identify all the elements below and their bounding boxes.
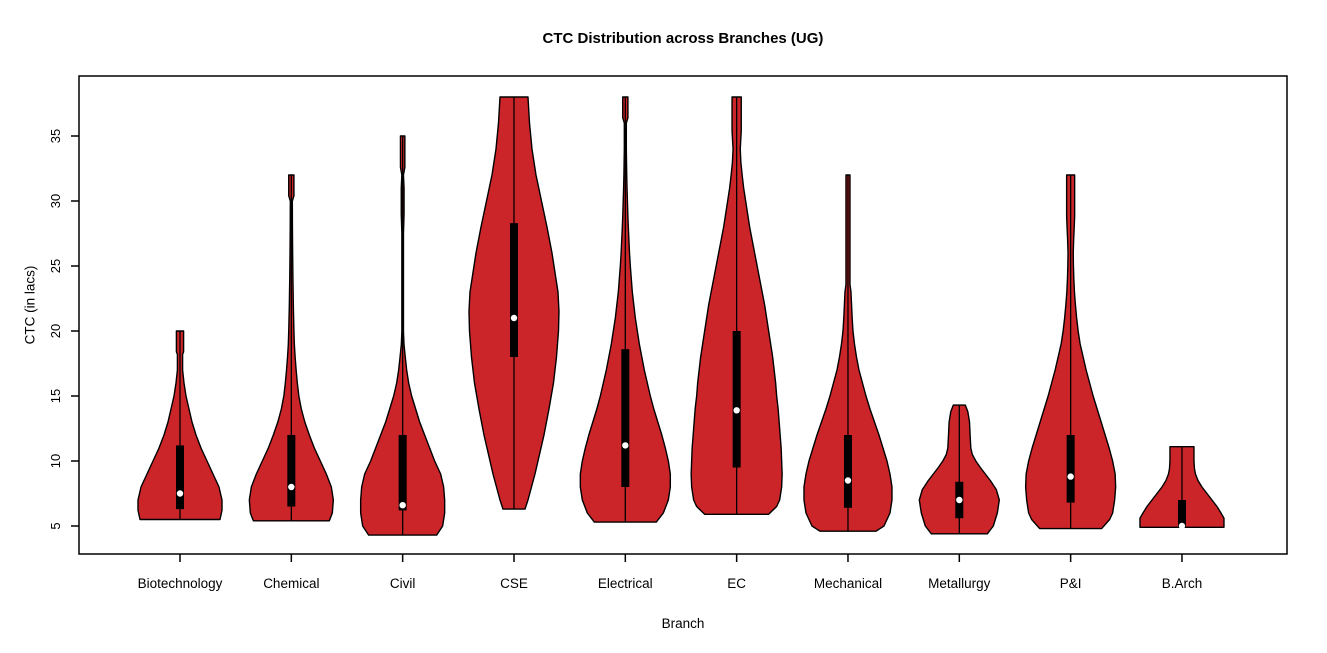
iqr-box-Civil (398, 435, 407, 511)
y-tick-label: 20 (48, 324, 63, 338)
median-dot-Biotechnology (176, 490, 184, 497)
y-tick-label: 15 (48, 389, 63, 403)
median-dot-Metallurgy (956, 496, 963, 504)
iqr-box-B.Arch (1177, 500, 1186, 528)
iqr-box-Biotechnology (176, 445, 184, 510)
y-tick-label: 25 (48, 259, 63, 273)
x-tick-label: Chemical (263, 576, 319, 591)
y-tick-label: 35 (48, 129, 63, 143)
x-tick-label: B.Arch (1162, 576, 1203, 591)
median-dot-Civil (399, 502, 406, 509)
median-dot-EC (733, 407, 740, 414)
iqr-box-CSE (509, 223, 518, 357)
x-axis-title: Branch (661, 616, 705, 631)
median-dot-Chemical (288, 483, 295, 491)
median-dot-Mechanical (844, 477, 852, 484)
median-dot-Electrical (622, 442, 629, 449)
median-dot-P&I (1067, 473, 1074, 480)
iqr-box-Mechanical (843, 435, 852, 508)
iqr-box-P&I (1066, 435, 1075, 503)
y-tick-label: 10 (48, 454, 63, 468)
chart-title: CTC Distribution across Branches (UG) (542, 30, 824, 47)
x-tick-label: Electrical (598, 576, 653, 591)
x-tick-label: P&I (1060, 576, 1082, 591)
y-tick-label: 5 (48, 522, 63, 529)
iqr-box-EC (732, 331, 741, 468)
x-tick-label: Civil (390, 576, 416, 591)
iqr-box-Chemical (287, 435, 296, 507)
iqr-box-Electrical (621, 349, 630, 487)
x-tick-label: CSE (500, 576, 528, 591)
x-tick-label: Biotechnology (138, 576, 223, 591)
x-tick-label: Metallurgy (928, 576, 991, 591)
y-tick-label: 30 (48, 194, 63, 208)
median-dot-CSE (510, 314, 518, 322)
plot-border (78, 75, 1288, 555)
x-tick-label: Mechanical (814, 576, 882, 591)
x-tick-label: EC (727, 576, 746, 591)
median-dot-B.Arch (1178, 522, 1186, 530)
